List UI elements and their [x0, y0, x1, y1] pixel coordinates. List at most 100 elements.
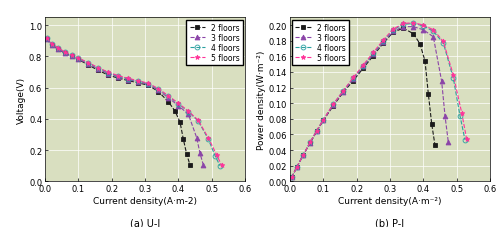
3 floors [320, 120, 326, 122]
3 floors [76, 59, 82, 61]
4 floors [56, 48, 62, 50]
4 floors [166, 95, 172, 98]
3 floors [106, 73, 112, 76]
4 floors [96, 68, 102, 70]
5 floors [380, 39, 386, 42]
2 floors [44, 39, 50, 41]
3 floors [294, 166, 300, 169]
3 floors [68, 56, 74, 58]
2 floors [330, 105, 336, 107]
3 floors [56, 49, 62, 52]
5 floors [176, 102, 182, 105]
3 floors [200, 164, 206, 167]
4 floors [462, 139, 468, 142]
5 floors [370, 52, 376, 54]
5 floors [400, 23, 406, 26]
4 floors [116, 76, 121, 78]
3 floors [380, 42, 386, 44]
5 floors [116, 75, 121, 78]
5 floors [288, 176, 294, 179]
3 floors [446, 141, 452, 144]
2 floors [307, 142, 313, 145]
2 floors [417, 43, 423, 46]
3 floors [340, 91, 346, 94]
2 floors [432, 144, 438, 147]
4 floors [350, 77, 356, 80]
4 floors [217, 165, 223, 167]
5 floors [440, 41, 446, 44]
2 floors [320, 120, 326, 122]
2 floors [126, 80, 132, 83]
3 floors [194, 137, 200, 139]
5 floors [218, 164, 224, 167]
4 floors [380, 40, 386, 43]
2 floors [410, 33, 416, 36]
Y-axis label: Power density(W·m⁻²): Power density(W·m⁻²) [257, 50, 266, 149]
5 floors [410, 22, 416, 25]
5 floors [68, 54, 74, 57]
2 floors [156, 91, 162, 94]
2 floors [96, 70, 102, 72]
5 floors [106, 72, 112, 74]
3 floors [156, 89, 162, 92]
3 floors [360, 66, 366, 69]
4 floors [86, 62, 91, 65]
4 floors [106, 72, 112, 75]
2 floors [300, 154, 306, 156]
5 floors [330, 103, 336, 106]
4 floors [314, 130, 320, 132]
3 floors [176, 105, 182, 107]
Legend: 2 floors, 3 floors, 4 floors, 5 floors: 2 floors, 3 floors, 4 floors, 5 floors [186, 20, 242, 66]
2 floors [294, 166, 300, 169]
2 floors [76, 59, 82, 62]
5 floors [76, 57, 82, 60]
3 floors [146, 84, 152, 86]
4 floors [76, 58, 82, 60]
3 floors [307, 142, 313, 145]
3 floors [370, 53, 376, 56]
4 floors [320, 119, 326, 121]
4 floors [300, 154, 306, 156]
5 floors [307, 141, 313, 144]
4 floors [294, 166, 300, 169]
2 floors [56, 49, 62, 52]
4 floors [48, 43, 54, 46]
Line: 5 floors: 5 floors [44, 36, 224, 168]
3 floors [86, 63, 91, 66]
2 floors [136, 82, 141, 85]
3 floors [96, 69, 102, 71]
2 floors [380, 42, 386, 45]
Text: (a) U-I: (a) U-I [130, 217, 160, 227]
3 floors [438, 81, 444, 83]
4 floors [136, 80, 141, 83]
2 floors [288, 176, 294, 179]
5 floors [340, 90, 346, 93]
5 floors [166, 95, 172, 98]
3 floors [300, 154, 306, 156]
2 floors [166, 101, 172, 104]
5 floors [96, 67, 102, 70]
X-axis label: Current density(A·m-2): Current density(A·m-2) [93, 196, 197, 205]
2 floors [314, 131, 320, 133]
3 floors [48, 44, 54, 47]
2 floors [62, 53, 68, 55]
Line: 5 floors: 5 floors [289, 21, 469, 180]
2 floors [106, 74, 112, 77]
2 floors [48, 44, 54, 47]
4 floors [420, 25, 426, 28]
4 floors [44, 37, 50, 40]
Line: 2 floors: 2 floors [44, 37, 193, 168]
2 floors [116, 77, 121, 80]
Legend: 2 floors, 3 floors, 4 floors, 5 floors: 2 floors, 3 floors, 4 floors, 5 floors [292, 20, 348, 66]
3 floors [430, 36, 436, 39]
4 floors [330, 103, 336, 106]
4 floors [360, 65, 366, 68]
4 floors [370, 53, 376, 55]
3 floors [400, 26, 406, 29]
5 floors [206, 137, 212, 140]
5 floors [156, 88, 162, 91]
5 floors [314, 130, 320, 132]
3 floors [197, 152, 203, 155]
Y-axis label: Voltage(V): Voltage(V) [17, 76, 26, 123]
5 floors [56, 47, 62, 50]
